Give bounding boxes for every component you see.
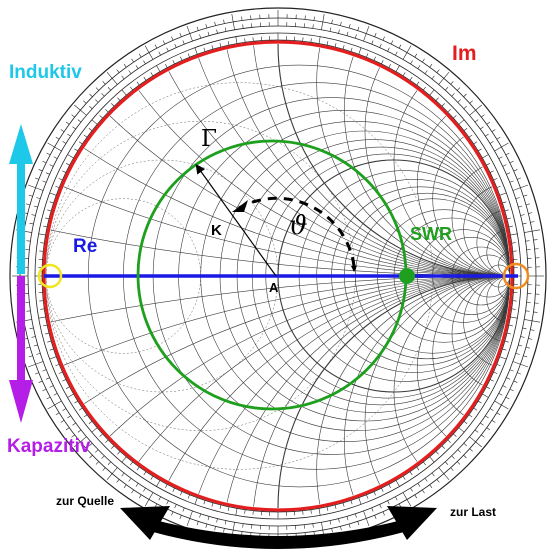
kapazitiv-label: Kapazitiv xyxy=(7,436,91,457)
zur-last-label: zur Last xyxy=(450,505,497,519)
theta-label: ϑ xyxy=(289,211,308,241)
open-circuit-marker xyxy=(502,262,530,290)
swr-label: SWR xyxy=(410,224,452,244)
theta-end-tick xyxy=(351,266,357,272)
induktiv-label: Induktiv xyxy=(9,62,82,83)
short-circuit-marker xyxy=(37,263,63,289)
theta-arrow-head xyxy=(232,200,248,212)
k-label: K xyxy=(211,222,222,239)
arrow-down-icon xyxy=(9,276,33,423)
theta-angle-arc xyxy=(238,196,356,267)
im-label: Im xyxy=(452,42,477,65)
gamma-vector xyxy=(195,164,277,277)
curved-double-arrow-icon xyxy=(120,506,437,549)
arrow-up-icon xyxy=(9,124,33,274)
re-label: Re xyxy=(73,236,98,257)
a-label: A xyxy=(269,280,279,295)
zur-quelle-label: zur Quelle xyxy=(56,494,115,508)
swr-point xyxy=(399,268,415,284)
gamma-label: Γ xyxy=(201,126,217,152)
